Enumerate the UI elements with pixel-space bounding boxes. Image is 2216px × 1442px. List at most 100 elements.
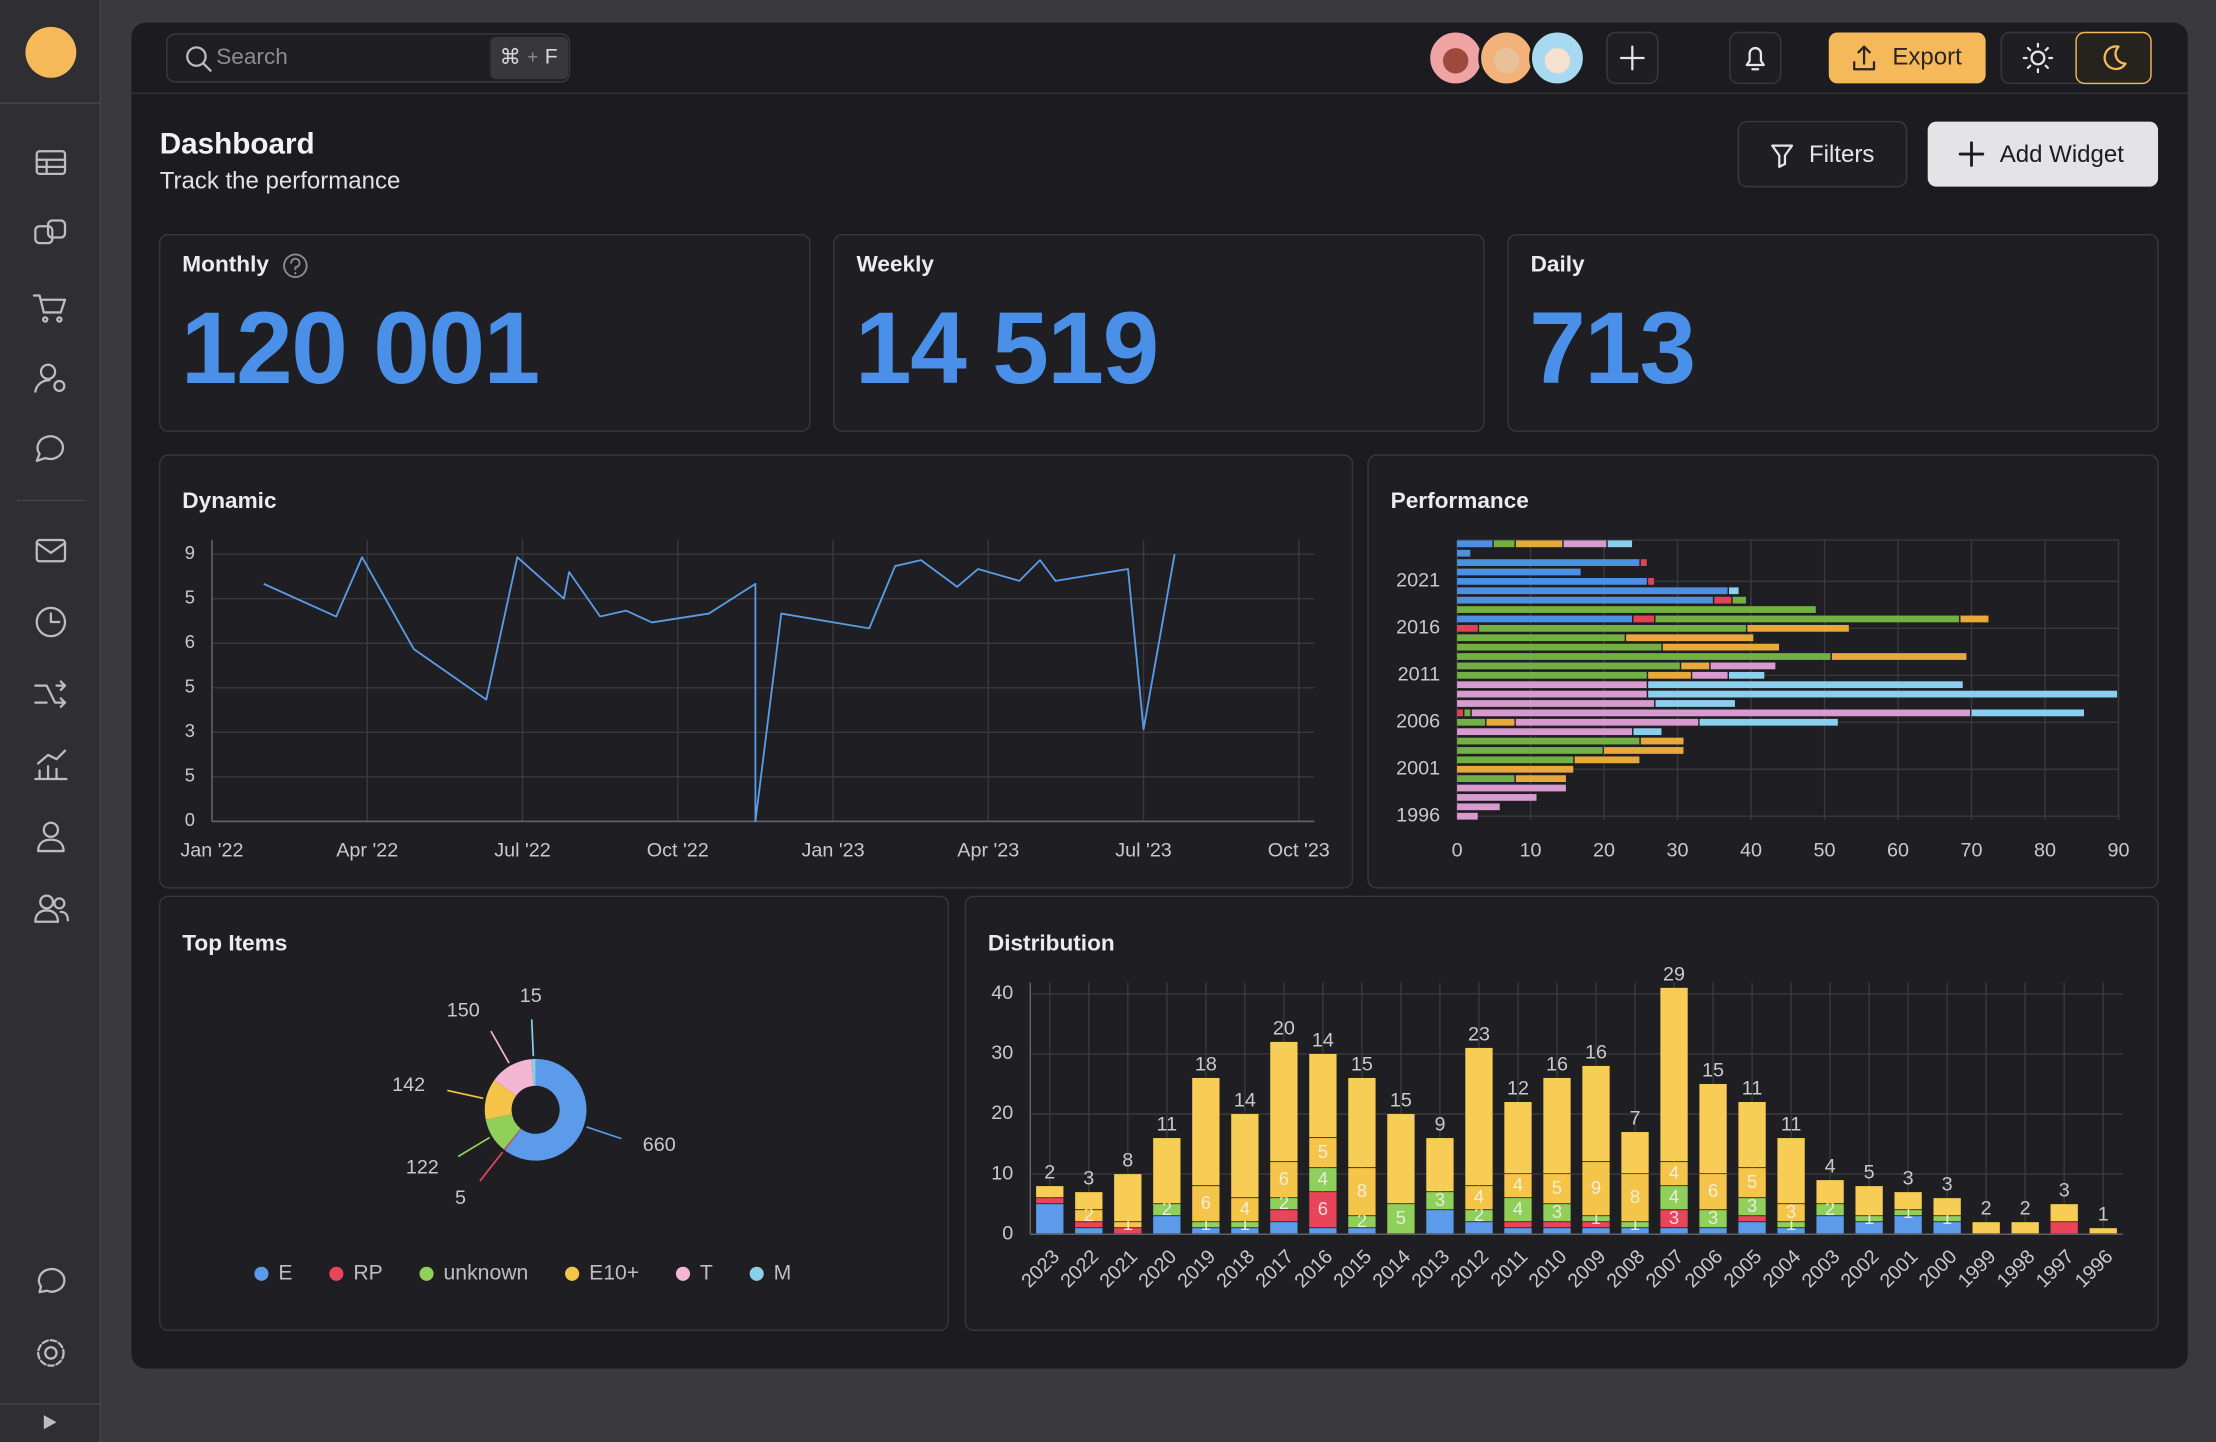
data-label: 1 <box>1630 1213 1640 1234</box>
icon-help-chat[interactable] <box>37 1267 66 1294</box>
legend-label: RP <box>353 1261 382 1284</box>
bar-segment <box>1457 718 1486 726</box>
icon-mail[interactable] <box>35 538 67 563</box>
bar-segment <box>1387 1204 1415 1234</box>
legend-swatch <box>749 1266 764 1281</box>
bar-segment <box>1192 1186 1220 1222</box>
bar-segment <box>1192 1077 1220 1186</box>
icon-user[interactable] <box>37 821 65 853</box>
bar-segment <box>1309 1053 1337 1138</box>
bar-segment <box>1457 568 1581 576</box>
theme-dark[interactable] <box>2075 31 2152 85</box>
x-tick-label: 30 <box>1667 839 1689 861</box>
line <box>263 554 1176 823</box>
bar-segment <box>1777 1228 1805 1234</box>
data-label: 6 <box>1279 1168 1289 1189</box>
bar-segment <box>1582 1065 1610 1162</box>
data-label: 3 <box>1708 1207 1718 1228</box>
bar-segment <box>1457 671 1647 679</box>
add-widget-button[interactable] <box>1927 121 2159 187</box>
bar-segment <box>1504 1101 1532 1174</box>
legend-label: T <box>700 1261 713 1284</box>
bar-segment <box>1270 1210 1298 1222</box>
bar-segment <box>1648 690 2118 698</box>
bar-segment <box>1648 577 1655 585</box>
icon-cart[interactable] <box>32 294 67 323</box>
logo[interactable] <box>25 26 77 78</box>
bar-segment <box>1621 1228 1649 1234</box>
icon-settings[interactable] <box>37 1339 65 1367</box>
bar-segment <box>1387 1114 1415 1204</box>
bar-segment <box>1660 1186 1688 1210</box>
pie-slice <box>531 1058 536 1086</box>
sun-icon <box>2022 42 2054 74</box>
icon-users[interactable] <box>34 894 69 923</box>
icon-chat[interactable] <box>35 435 65 463</box>
data-label: 3 <box>1786 1201 1796 1222</box>
bar-segment <box>1563 540 1607 548</box>
notifications-button[interactable] <box>1729 31 1782 85</box>
help-icon[interactable] <box>283 253 308 279</box>
bar-segment <box>1699 1174 1727 1210</box>
bar-segment <box>1710 662 1776 670</box>
expand-toggle[interactable] <box>43 1415 57 1430</box>
chart-title: Dynamic <box>182 488 276 513</box>
chart-title: Top Items <box>182 930 287 955</box>
bar-segment <box>1621 1174 1649 1222</box>
bar-segment <box>1192 1228 1220 1234</box>
bar-segment <box>1457 577 1647 585</box>
bar-segment <box>1582 1216 1610 1222</box>
search-box[interactable] <box>166 33 571 83</box>
bar-segment <box>1479 624 1746 632</box>
data-label: 16 <box>1546 1053 1568 1075</box>
icon-chart[interactable] <box>34 749 68 781</box>
icon-shuffle[interactable] <box>34 680 67 708</box>
leader-line <box>447 1089 484 1100</box>
bar-segment <box>1457 653 1831 660</box>
icon-pie[interactable] <box>35 606 67 638</box>
legend-swatch <box>254 1266 269 1281</box>
y-tick-label: 0 <box>185 809 195 830</box>
search-icon <box>186 46 212 72</box>
data-label: 15 <box>520 985 542 1007</box>
bar-segment <box>1486 718 1515 726</box>
kpi-label: Weekly <box>856 252 934 277</box>
bar-segment <box>1543 1174 1571 1204</box>
y-tick-label: 2011 <box>1398 664 1441 686</box>
bar-segment <box>1582 1162 1610 1216</box>
data-label: 4 <box>1669 1162 1679 1183</box>
data-label: 5 <box>1396 1207 1406 1228</box>
filters-button[interactable] <box>1737 120 1908 188</box>
bar-segment <box>1493 540 1515 548</box>
avatars[interactable] <box>1427 29 1586 87</box>
bar-segment <box>1831 653 1967 660</box>
x-tick-label: Apr '23 <box>957 839 1019 861</box>
bar-segment <box>1231 1114 1259 1198</box>
bar-segment <box>1626 634 1754 642</box>
kpi-value: 713 <box>1529 291 1695 405</box>
y-tick-label: 2016 <box>1396 617 1440 639</box>
export-button[interactable] <box>1828 32 1986 84</box>
bar-segment <box>1648 671 1691 679</box>
search-placeholder: Search <box>216 44 288 69</box>
data-label: 122 <box>406 1156 439 1178</box>
data-label: 18 <box>1195 1053 1217 1075</box>
icon-user-search[interactable] <box>34 363 66 393</box>
y-tick-label: 30 <box>991 1042 1013 1064</box>
bar-segment <box>1457 709 1464 717</box>
data-label: 4 <box>1669 1186 1679 1207</box>
icon-cubes[interactable] <box>34 219 67 245</box>
data-label: 6 <box>1201 1192 1211 1213</box>
bar-segment <box>2011 1222 2039 1234</box>
search[interactable]: Search ⌘ + F <box>166 33 571 83</box>
bar-segment <box>1114 1228 1142 1234</box>
data-label: 1 <box>1942 1207 1952 1228</box>
bar-segment <box>1699 1228 1727 1234</box>
avatar-face <box>1442 48 1469 74</box>
data-label: 3 <box>1942 1174 1953 1196</box>
data-label: 142 <box>392 1074 425 1096</box>
bar-segment <box>1655 700 1735 707</box>
icon-table[interactable] <box>35 150 67 176</box>
data-label: 4 <box>1513 1198 1523 1219</box>
legend-label: E <box>278 1261 292 1284</box>
